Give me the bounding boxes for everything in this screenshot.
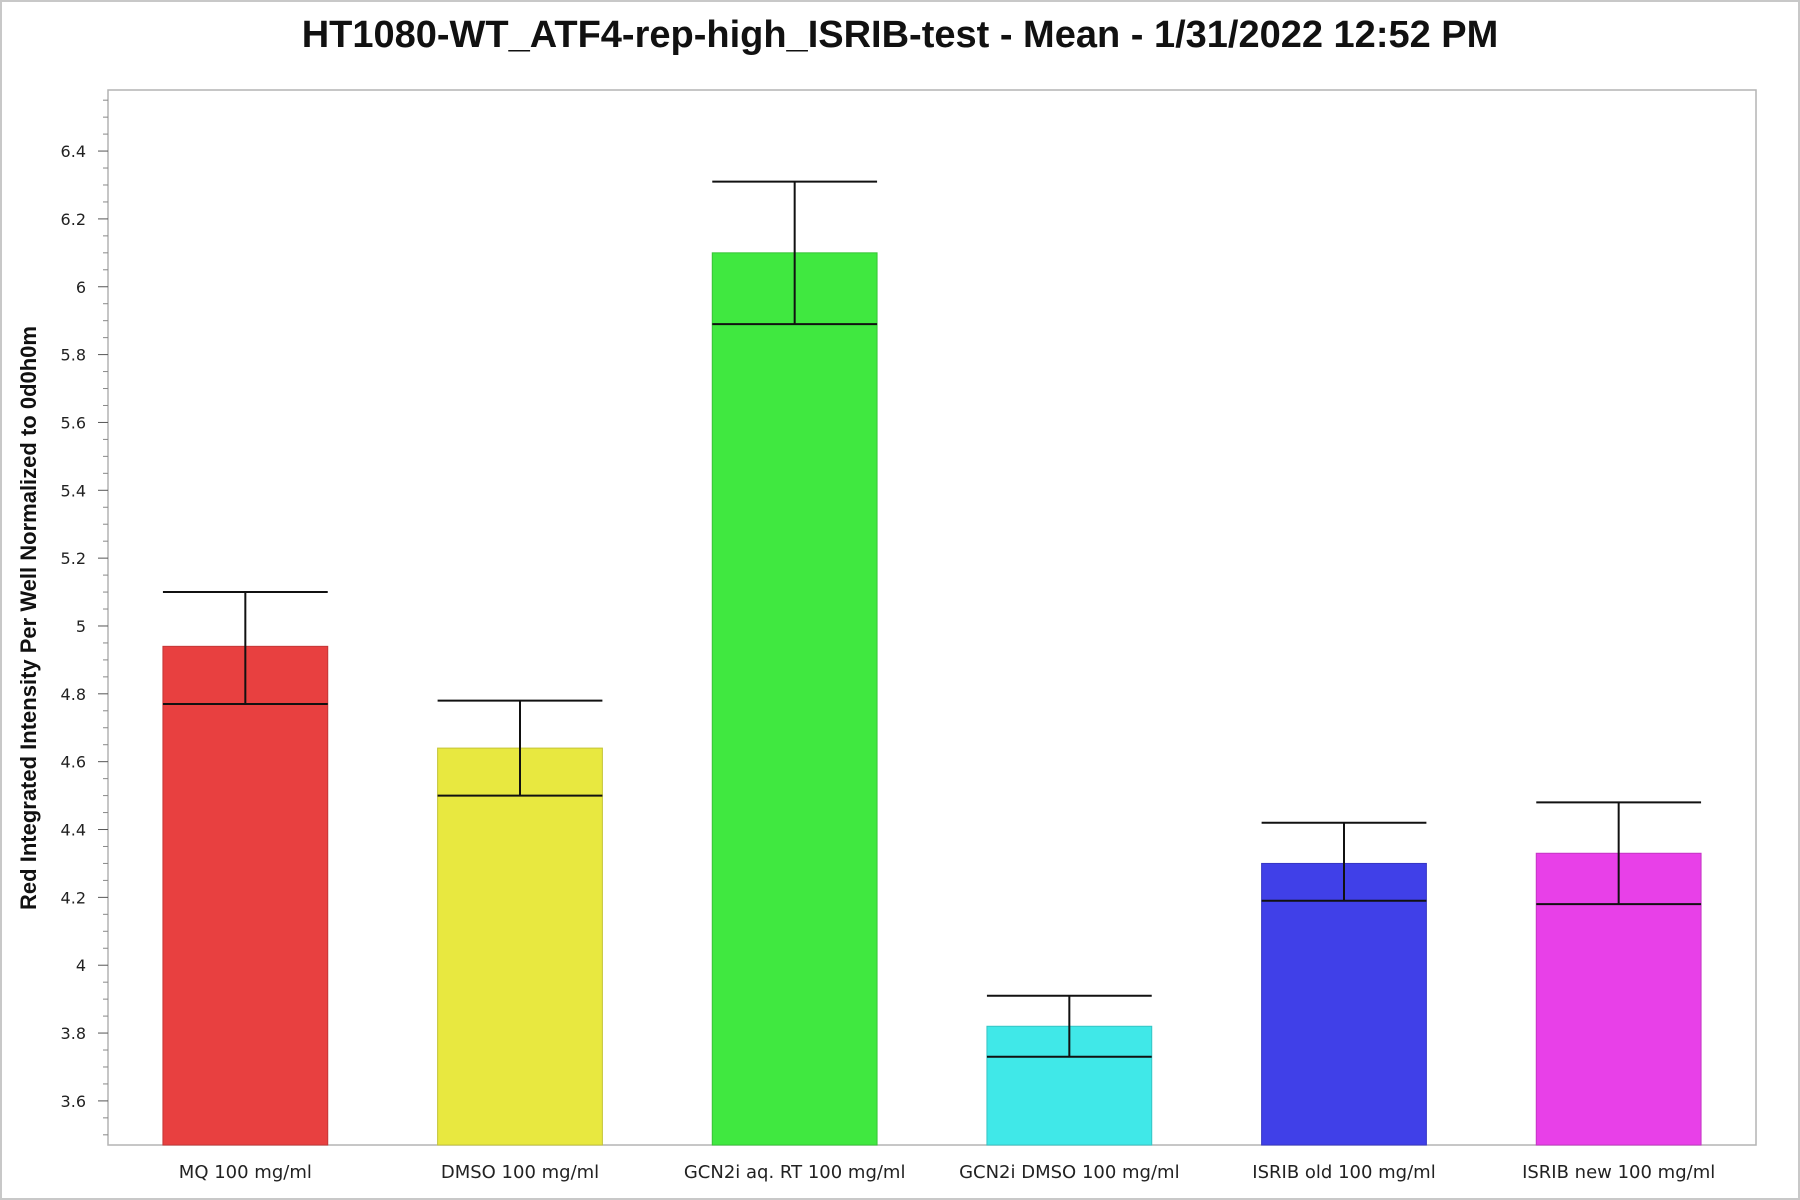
y-tick-label: 4.2 bbox=[61, 888, 86, 907]
bar bbox=[711, 252, 878, 1146]
x-category-label: ISRIB old 100 mg/ml bbox=[1252, 1162, 1435, 1183]
y-tick-label: 4.6 bbox=[61, 753, 86, 772]
y-tick-label: 6 bbox=[76, 278, 86, 297]
x-category-label: GCN2i aq. RT 100 mg/ml bbox=[684, 1162, 906, 1183]
y-tick-label: 5.6 bbox=[61, 413, 86, 432]
y-tick-label: 4 bbox=[76, 956, 86, 975]
x-category-label: GCN2i DMSO 100 mg/ml bbox=[959, 1162, 1180, 1183]
y-tick-label: 5 bbox=[76, 617, 86, 636]
y-tick-label: 6.2 bbox=[61, 210, 86, 229]
y-tick-label: 6.4 bbox=[61, 142, 86, 161]
y-tick-label: 5.4 bbox=[61, 481, 86, 500]
bar bbox=[1261, 862, 1427, 1146]
x-category-label: DMSO 100 mg/ml bbox=[441, 1162, 599, 1183]
y-axis-title: Red Integrated Intensity Per Well Normal… bbox=[16, 326, 41, 910]
y-tick-label: 4.8 bbox=[61, 685, 86, 704]
y-tick-label: 5.2 bbox=[61, 549, 86, 568]
plot-area bbox=[107, 89, 1757, 1146]
x-category-label: ISRIB new 100 mg/ml bbox=[1522, 1162, 1715, 1183]
y-tick-label: 5.8 bbox=[61, 346, 86, 365]
y-tick-label: 3.8 bbox=[61, 1024, 86, 1043]
y-tick-label: 3.6 bbox=[61, 1092, 86, 1111]
error-bars-group bbox=[162, 180, 1702, 1058]
x-axis-labels: MQ 100 mg/ml DMSO 100 mg/ml GCN2i aq. RT 1… bbox=[179, 1162, 1715, 1183]
chart-title: HT1080-WT_ATF4-rep-high_ISRIB-test - Mea… bbox=[301, 14, 1499, 56]
y-tick-label: 4.4 bbox=[61, 821, 86, 840]
y-axis: 3.6 3.8 4 4.2 4.4 4.6 4.8 5 5.2 5.4 5.6 5.8 6 6.2 6.4 bbox=[61, 99, 108, 1136]
x-category-label: MQ 100 mg/ml bbox=[179, 1162, 312, 1183]
bar bbox=[437, 747, 603, 1146]
bar bbox=[162, 645, 329, 1146]
